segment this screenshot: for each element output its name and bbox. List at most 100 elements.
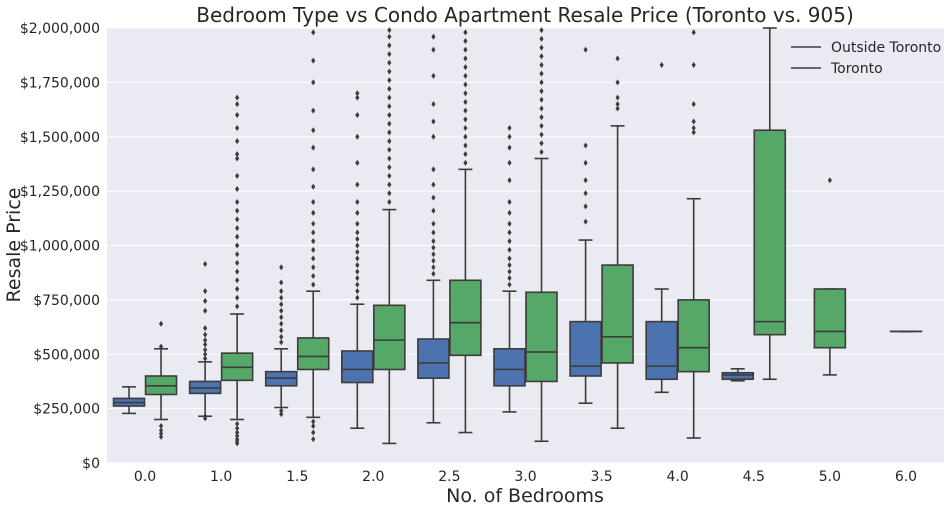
outlier-point	[235, 420, 240, 427]
box-3.5	[601, 55, 634, 430]
outlier-point	[311, 127, 316, 134]
outlier-point	[431, 270, 436, 277]
legend: Outside Toronto Toronto	[791, 40, 941, 77]
outlier-point	[235, 94, 240, 101]
box-1.5	[296, 29, 330, 443]
outlier-point	[387, 51, 392, 58]
outlier-point	[507, 220, 512, 227]
outlier-point	[311, 199, 316, 205]
outlier-point	[279, 333, 284, 340]
outlier-point	[279, 327, 284, 334]
outlier-point	[507, 177, 512, 184]
y-tick-label: $0	[82, 456, 100, 472]
outlier-point	[463, 142, 468, 149]
outlier-point	[355, 90, 360, 97]
box-3.0	[493, 125, 526, 413]
outlier-point	[507, 275, 512, 282]
outlier-point	[539, 88, 544, 95]
outlier-point	[355, 229, 360, 236]
outlier-point	[235, 268, 240, 275]
outlier-point	[235, 112, 240, 118]
box-2.0	[341, 90, 374, 430]
x-tick-label: 1.0	[210, 469, 232, 485]
box-0.0	[112, 386, 146, 415]
outlier-point	[311, 429, 316, 436]
outlier-point	[279, 294, 284, 301]
outlier-point	[615, 105, 620, 112]
y-tick-label: $1,500,000	[20, 130, 100, 146]
box-4.5	[721, 368, 755, 382]
outlier-point	[203, 325, 208, 332]
outlier-point	[235, 303, 240, 310]
outlier-point	[355, 262, 360, 269]
outlier-point	[311, 436, 316, 443]
outlier-point	[507, 262, 512, 269]
outlier-point	[583, 177, 588, 184]
y-tick-labels: $0 $250,000 $500,000 $750,000 $1,000,000 $1,2…	[20, 21, 100, 472]
outlier-point	[463, 107, 468, 114]
outlier-point	[463, 29, 468, 36]
outlier-point	[279, 264, 284, 271]
outlier-point	[387, 155, 392, 162]
outlier-point	[203, 337, 208, 344]
box-1.0	[188, 260, 222, 422]
outlier-point	[583, 46, 588, 53]
outlier-point	[355, 268, 360, 275]
chart-title: Bedroom Type vs Condo Apartment Resale P…	[196, 3, 854, 27]
outlier-point	[387, 59, 392, 66]
outlier-point	[355, 249, 360, 256]
outlier-point	[235, 207, 240, 214]
outlier-point	[355, 220, 360, 227]
outlier-point	[615, 55, 620, 62]
box-iqr	[373, 304, 406, 371]
outlier-point	[355, 281, 360, 288]
box-iqr	[721, 371, 755, 381]
outlier-point	[463, 98, 468, 105]
outlier-point	[431, 244, 436, 251]
outlier-point	[387, 199, 392, 205]
outlier-point	[279, 339, 284, 346]
x-tick-label: 2.0	[362, 469, 384, 485]
outlier-point	[235, 242, 240, 249]
outlier-point	[158, 433, 164, 440]
outlier-point	[431, 118, 436, 125]
outlier-point	[311, 418, 316, 425]
outlier-point	[203, 288, 208, 295]
box-iqr	[417, 338, 450, 379]
outlier-point	[431, 207, 436, 214]
outlier-point	[615, 101, 620, 108]
outlier-point	[279, 288, 284, 295]
outlier-point	[311, 79, 316, 86]
box-4.0	[645, 61, 678, 394]
outlier-point	[387, 77, 392, 84]
outlier-point	[311, 238, 316, 245]
outlier-point	[311, 281, 316, 288]
outlier-point	[539, 148, 544, 155]
outlier-point	[387, 120, 392, 127]
outlier-point	[355, 235, 360, 242]
outlier-point	[387, 103, 392, 110]
outlier-point	[235, 425, 240, 432]
outlier-point	[158, 343, 164, 350]
outlier-point	[387, 112, 392, 118]
outlier-point	[539, 61, 544, 68]
x-tick-label: 1.5	[286, 469, 308, 485]
outlier-point	[311, 166, 316, 173]
outlier-point	[431, 133, 436, 140]
outlier-point	[463, 46, 468, 53]
box-1.5	[264, 264, 298, 418]
outlier-point	[539, 131, 544, 138]
outlier-point	[539, 105, 544, 112]
outlier-point	[431, 101, 436, 108]
box-series-layer	[112, 27, 923, 447]
y-tick-label: $1,250,000	[20, 184, 100, 200]
box-2.5	[417, 33, 450, 424]
x-tick-label: 4.0	[667, 469, 689, 485]
box-2.0	[373, 27, 406, 445]
outlier-point	[539, 79, 544, 86]
outlier-point	[235, 294, 240, 301]
outlier-point	[431, 194, 436, 201]
outlier-point	[507, 268, 512, 275]
outlier-point	[539, 114, 544, 121]
